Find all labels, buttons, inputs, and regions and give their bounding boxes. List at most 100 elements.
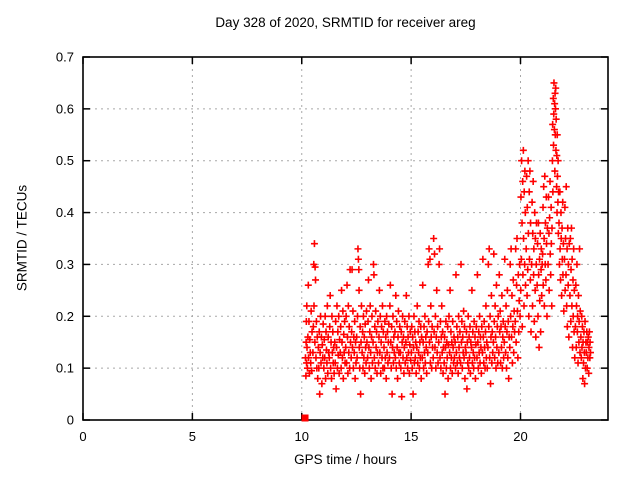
data-point (373, 328, 381, 336)
data-point (545, 229, 553, 237)
data-point (402, 292, 410, 300)
data-point (354, 312, 362, 320)
data-point (332, 385, 340, 393)
data-point (560, 255, 568, 263)
data-point (431, 312, 439, 320)
data-point (466, 323, 474, 331)
y-tick-label: 0.4 (56, 205, 74, 220)
data-point (449, 317, 457, 325)
data-point (479, 333, 487, 341)
data-point (417, 375, 425, 383)
data-point (348, 266, 356, 274)
data-point (335, 312, 343, 320)
data-point (339, 375, 347, 383)
data-point (479, 255, 487, 263)
data-point (380, 364, 388, 372)
data-point (439, 369, 447, 377)
data-point (485, 323, 493, 331)
data-point (426, 255, 434, 263)
data-point (546, 250, 554, 258)
data-point (480, 317, 488, 325)
data-point (434, 323, 442, 331)
data-point (578, 323, 586, 331)
data-point (356, 323, 364, 331)
data-points-square (301, 414, 309, 422)
data-point (535, 343, 543, 351)
data-point (452, 364, 460, 372)
data-point (508, 359, 516, 367)
data-point (414, 328, 422, 336)
data-point (509, 276, 517, 284)
data-point (574, 292, 582, 300)
data-point (536, 255, 544, 263)
data-point (420, 364, 428, 372)
data-point (515, 328, 523, 336)
data-point (396, 323, 404, 331)
data-point (487, 380, 495, 388)
data-point (556, 188, 564, 196)
data-point (303, 302, 311, 310)
data-point (365, 364, 373, 372)
data-point (304, 281, 312, 289)
data-point (438, 349, 446, 357)
data-point (504, 354, 512, 362)
data-point (487, 292, 495, 300)
data-point (435, 260, 443, 268)
data-point (348, 328, 356, 336)
data-point (503, 364, 510, 372)
data-point (351, 375, 359, 383)
data-point (363, 307, 370, 315)
data-point (536, 297, 544, 305)
y-tick-label: 0.7 (56, 50, 74, 65)
data-point (357, 302, 365, 310)
data-point (395, 359, 403, 367)
data-point (408, 323, 416, 331)
data-point (407, 356, 415, 364)
data-point (497, 343, 505, 351)
data-point (375, 286, 383, 294)
data-point (407, 349, 415, 357)
data-point (496, 307, 504, 315)
data-point (370, 260, 377, 268)
data-point (377, 338, 385, 346)
data-point (478, 323, 486, 331)
data-point (495, 271, 503, 279)
data-point (573, 328, 581, 336)
data-point (539, 250, 547, 258)
data-point (389, 359, 397, 367)
data-point (314, 343, 322, 351)
data-point (563, 245, 571, 253)
data-point (465, 333, 473, 341)
data-point (393, 343, 401, 351)
data-point (524, 266, 532, 274)
data-point (539, 281, 547, 289)
data-point (349, 343, 356, 351)
data-point (546, 214, 554, 222)
data-point (482, 302, 490, 310)
y-tick-label: 0.3 (56, 257, 74, 272)
data-point (368, 312, 376, 320)
data-point (354, 245, 362, 253)
data-point (413, 343, 421, 351)
data-point (570, 245, 578, 253)
data-point (503, 286, 511, 294)
data-point (551, 100, 559, 108)
data-point (586, 338, 594, 346)
data-point (345, 323, 353, 331)
data-point (355, 286, 363, 294)
data-point (303, 364, 311, 372)
data-point (519, 146, 527, 154)
data-point (531, 286, 539, 294)
data-point (305, 354, 313, 362)
data-point (341, 317, 349, 325)
data-point (547, 271, 555, 279)
data-point (338, 286, 346, 294)
data-point (576, 307, 584, 315)
data-point (555, 219, 563, 227)
data-point (426, 338, 433, 346)
data-point (435, 338, 443, 346)
data-point (552, 115, 560, 123)
data-point (565, 240, 573, 248)
data-point (466, 369, 474, 377)
